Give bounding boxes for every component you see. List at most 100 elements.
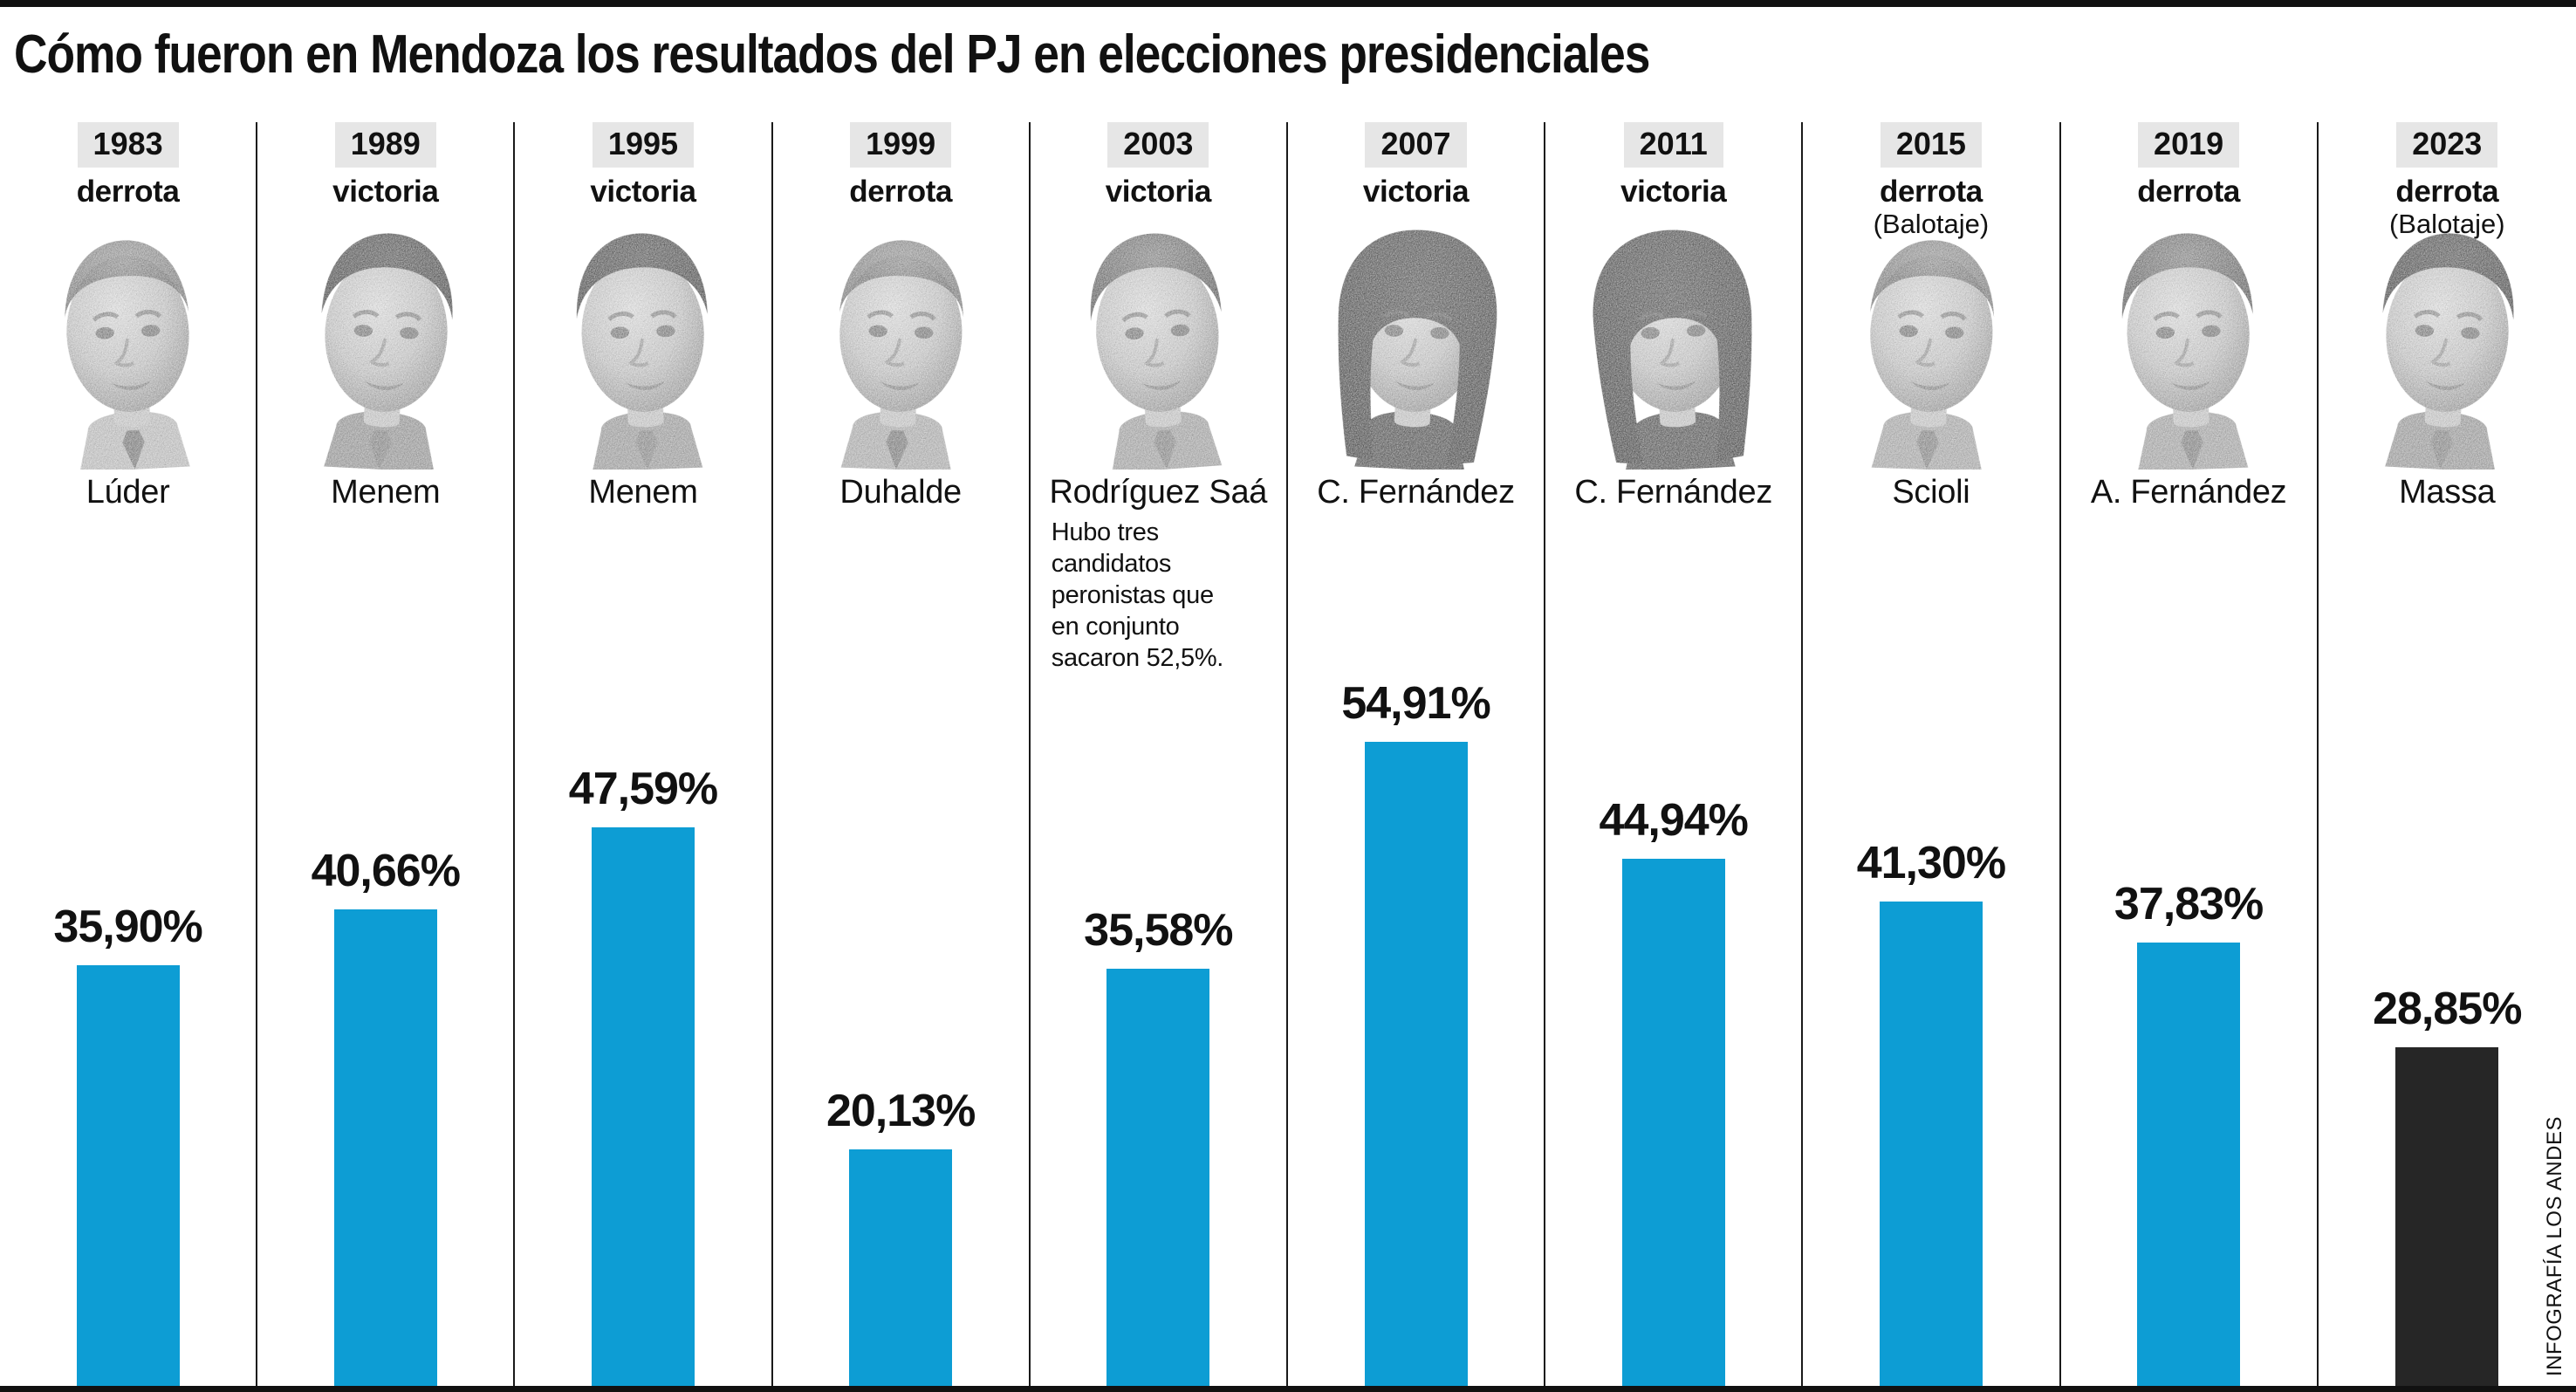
year-chip-1983: 1983 — [77, 122, 179, 168]
outcome-label-1989: victoria — [332, 175, 439, 209]
bar-value-label-2019: 37,83% — [2114, 879, 2264, 929]
portrait-wrap-1983 — [0, 216, 256, 470]
top-rule — [0, 0, 2576, 7]
bar-value-label-2011: 44,94% — [1599, 795, 1749, 846]
portrait-menem-1989 — [321, 233, 453, 470]
election-column-2015: 2015 derrota (Balotaje) Scioli — [1803, 122, 2061, 1386]
bar-area-2011: 44,94% — [1545, 122, 1801, 1386]
bar-value-label-1999: 20,13% — [826, 1086, 976, 1136]
bar-area-1989: 40,66% — [257, 122, 513, 1386]
bar-1989 — [333, 909, 437, 1386]
portrait-cfk-2011 — [1593, 230, 1752, 470]
column-header-2019: 2019 derrota — [2061, 122, 2317, 209]
election-column-1983: 1983 derrota Lúder 35,90% — [0, 122, 258, 1386]
page-title: Cómo fueron en Mendoza los resultados de… — [14, 24, 1650, 85]
outcome-label-2023: derrota — [2395, 175, 2499, 209]
outcome-label-2003: victoria — [1105, 175, 1212, 209]
bar-area-2003: 35,58% — [1031, 122, 1286, 1386]
bar-value-label-1983: 35,90% — [53, 902, 202, 952]
election-column-2019: 2019 derrota A. Fernández 3 — [2061, 122, 2319, 1386]
year-chip-2003: 2003 — [1107, 122, 1209, 168]
candidate-name-2007: C. Fernández — [1317, 474, 1515, 511]
candidate-name-2015: Scioli — [1892, 474, 1970, 511]
election-column-2011: 2011 victoria C. Fernández 44,94% — [1545, 122, 1804, 1386]
portrait-wrap-2023 — [2319, 216, 2576, 470]
outcome-note-2015: (Balotaje) — [1873, 209, 1990, 239]
bar-area-2019: 37,83% — [2061, 122, 2317, 1386]
election-column-2007: 2007 victoria C. Fernández 54,91% — [1288, 122, 1546, 1386]
portrait-rodriguez-saa — [1091, 233, 1223, 470]
outcome-label-2007: victoria — [1362, 175, 1470, 209]
candidate-name-2019: A. Fernández — [2090, 474, 2287, 511]
column-header-1995: 1995 victoria — [515, 122, 771, 209]
portrait-wrap-2003 — [1031, 216, 1286, 470]
bar-area-2015: 41,30% — [1803, 122, 2059, 1386]
year-chip-1989: 1989 — [334, 122, 436, 168]
bar-2019 — [2137, 943, 2241, 1386]
year-chip-1995: 1995 — [592, 122, 695, 168]
candidate-name-1983: Lúder — [86, 474, 170, 511]
outcome-label-1995: victoria — [590, 175, 696, 209]
outcome-label-2015: derrota — [1880, 175, 1983, 209]
bar-value-label-1989: 40,66% — [311, 846, 461, 896]
bar-value-label-2023: 28,85% — [2373, 984, 2522, 1034]
candidate-name-1989: Menem — [331, 474, 441, 511]
column-header-1983: 1983 derrota — [0, 122, 256, 209]
column-header-1999: 1999 derrota — [773, 122, 1029, 209]
portrait-wrap-1995 — [515, 216, 771, 470]
bar-1995 — [591, 827, 695, 1386]
portrait-scioli — [1869, 240, 1995, 470]
outcome-label-2019: derrota — [2137, 175, 2240, 209]
election-column-1995: 1995 victoria Menem 47,59% — [515, 122, 773, 1386]
outcome-label-1999: derrota — [849, 175, 953, 209]
bar-2015 — [1879, 902, 1983, 1386]
bar-area-2007: 54,91% — [1288, 122, 1544, 1386]
bar-value-label-1995: 47,59% — [568, 764, 718, 814]
portrait-wrap-1989 — [257, 216, 513, 470]
bar-area-1983: 35,90% — [0, 122, 256, 1386]
year-chip-2019: 2019 — [2138, 122, 2240, 168]
portrait-wrap-2007 — [1288, 216, 1544, 470]
election-column-2003: 2003 victoria Rodríguez Saá Hubo tres ca… — [1031, 122, 1288, 1386]
bar-1983 — [76, 965, 180, 1386]
bar-area-1995: 47,59% — [515, 122, 771, 1386]
election-column-2023: 2023 derrota (Balotaje) Massa — [2319, 122, 2576, 1386]
portrait-wrap-2015 — [1803, 216, 2059, 470]
candidate-name-2011: C. Fernández — [1574, 474, 1773, 511]
bar-1999 — [849, 1149, 953, 1386]
bar-value-label-2003: 35,58% — [1084, 905, 1233, 956]
portrait-menem-1995 — [577, 233, 708, 470]
candidate-name-2003: Rodríguez Saá — [1049, 474, 1268, 511]
portrait-massa — [2382, 233, 2514, 470]
bar-2023 — [2395, 1047, 2499, 1386]
bottom-rule — [0, 1386, 2576, 1392]
outcome-label-2011: victoria — [1620, 175, 1727, 209]
year-chip-2023: 2023 — [2396, 122, 2498, 168]
credit-label: INFOGRAFÍA LOS ANDES — [2543, 1115, 2566, 1376]
portrait-wrap-2019 — [2061, 216, 2317, 470]
bar-value-label-2015: 41,30% — [1856, 838, 2006, 888]
column-header-2015: 2015 derrota (Balotaje) — [1803, 122, 2059, 239]
outcome-label-1983: derrota — [76, 175, 180, 209]
year-chip-2007: 2007 — [1365, 122, 1467, 168]
election-column-1999: 1999 derrota Duhalde 20,13% — [773, 122, 1031, 1386]
bar-2003 — [1106, 969, 1210, 1386]
portrait-duhalde — [839, 240, 964, 470]
candidate-name-2023: Massa — [2399, 474, 2496, 511]
column-header-2007: 2007 victoria — [1288, 122, 1544, 209]
year-chip-2011: 2011 — [1623, 122, 1723, 168]
bar-2007 — [1364, 742, 1468, 1386]
portrait-alberto-fernandez — [2122, 233, 2253, 470]
candidate-name-1999: Duhalde — [839, 474, 962, 511]
bar-2011 — [1621, 859, 1725, 1386]
year-chip-1999: 1999 — [850, 122, 952, 168]
column-header-1989: 1989 victoria — [257, 122, 513, 209]
column-note-2003: Hubo tres candidatos peronistas que en c… — [1051, 518, 1224, 672]
election-columns: 1983 derrota Lúder 35,90% — [0, 122, 2576, 1386]
portrait-cfk-2007 — [1338, 230, 1497, 470]
portrait-wrap-1999 — [773, 216, 1029, 470]
bar-value-label-2007: 54,91% — [1341, 678, 1490, 729]
portrait-luder — [65, 240, 190, 470]
year-chip-2015: 2015 — [1880, 122, 1982, 168]
